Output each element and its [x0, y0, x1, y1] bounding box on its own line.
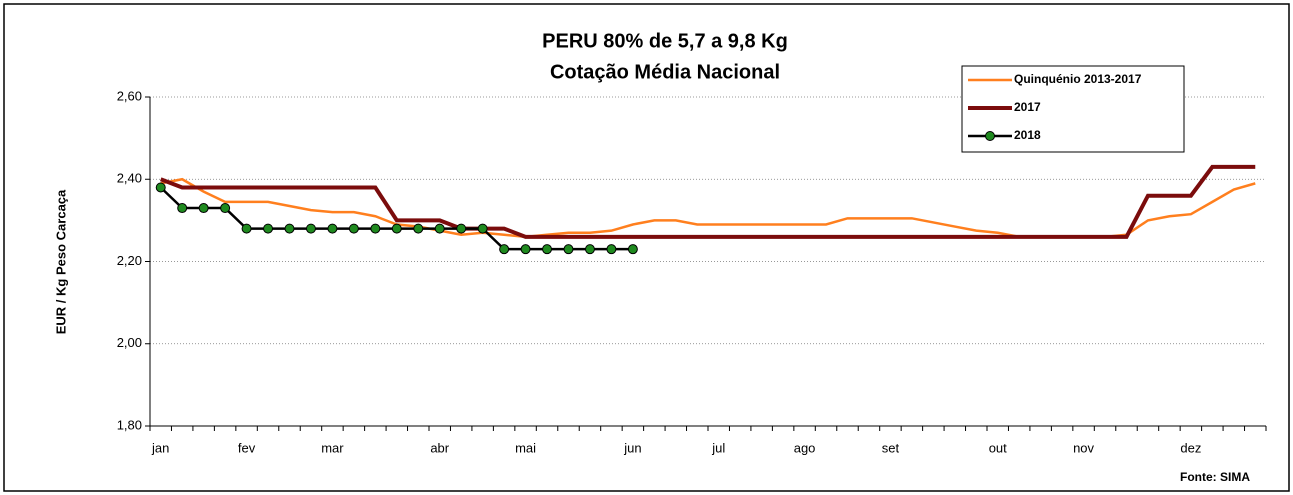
- legend-label: 2017: [1014, 100, 1041, 114]
- chart-subtitle: Cotação Média Nacional: [550, 61, 780, 83]
- legend-label: 2018: [1014, 128, 1041, 142]
- series-marker: [241, 223, 252, 234]
- series-marker: [370, 223, 381, 234]
- x-tick-label: mar: [321, 440, 344, 455]
- series-marker: [584, 244, 595, 255]
- series-marker: [391, 223, 402, 234]
- series-marker: [348, 223, 359, 234]
- y-tick-label: 2,60: [117, 88, 142, 103]
- y-axis-label: EUR / Kg Peso Carcaça: [53, 189, 68, 334]
- x-tick-label: jan: [151, 440, 169, 455]
- x-tick-label: out: [989, 440, 1007, 455]
- series-marker: [477, 223, 488, 234]
- series-marker: [327, 223, 338, 234]
- series-marker: [520, 244, 531, 255]
- x-tick-label: jun: [623, 440, 641, 455]
- y-tick-label: 1,80: [117, 417, 142, 432]
- series-marker: [434, 223, 445, 234]
- series-marker: [263, 223, 274, 234]
- series-line: [160, 164, 1256, 239]
- y-tick-label: 2,40: [117, 171, 142, 186]
- series-marker: [627, 244, 638, 255]
- legend-label: Quinquénio 2013-2017: [1014, 72, 1142, 86]
- series-marker: [413, 223, 424, 234]
- x-tick-label: dez: [1180, 440, 1201, 455]
- x-tick-label: ago: [794, 440, 816, 455]
- series-marker: [563, 244, 574, 255]
- x-tick-label: nov: [1073, 440, 1094, 455]
- x-tick-label: fev: [238, 440, 256, 455]
- x-tick-label: abr: [430, 440, 449, 455]
- series-marker: [499, 244, 510, 255]
- x-tick-label: set: [882, 440, 900, 455]
- series-marker: [606, 244, 617, 255]
- series-marker: [456, 223, 467, 234]
- series-marker: [198, 203, 209, 214]
- series-marker: [542, 244, 553, 255]
- legend-marker: [985, 131, 995, 141]
- series-marker: [220, 203, 231, 214]
- y-tick-label: 2,20: [117, 253, 142, 268]
- source: Fonte: SIMA: [1180, 470, 1250, 484]
- x-tick-label: jul: [711, 440, 725, 455]
- series-marker: [305, 223, 316, 234]
- y-tick-label: 2,00: [117, 335, 142, 350]
- series-marker: [177, 203, 188, 214]
- series-marker: [284, 223, 295, 234]
- chart-title: PERU 80% de 5,7 a 9,8 Kg: [542, 30, 788, 52]
- series-marker: [155, 182, 166, 193]
- x-tick-label: mai: [515, 440, 536, 455]
